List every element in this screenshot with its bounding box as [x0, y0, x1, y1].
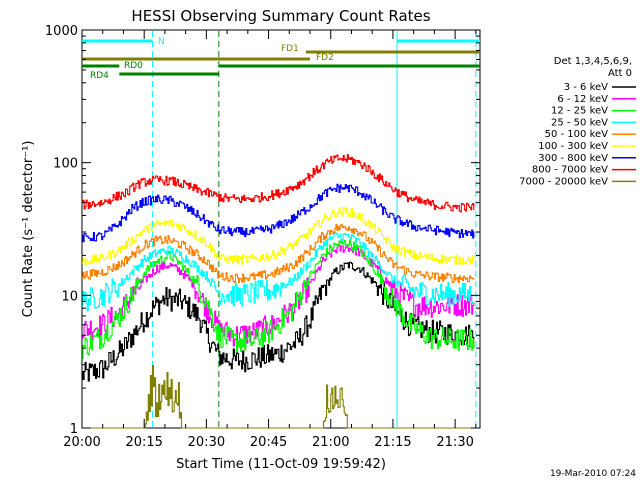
y-tick-label-1000: 1000 — [45, 24, 78, 39]
x-axis-label: Start Time (11-Oct-09 19:59:42) — [176, 457, 386, 472]
series-line-3-6-kev — [82, 261, 475, 382]
bar-label-rd0: RD0 — [124, 61, 143, 71]
y-tick-label-10: 10 — [61, 289, 78, 304]
bar-label-fd2: FD2 — [316, 53, 334, 63]
series-line-800-7000-kev — [82, 154, 475, 213]
legend-label-50-100-kev: 50 - 100 keV — [545, 129, 609, 140]
x-tick-label-20-45: 20:45 — [250, 435, 287, 450]
y-tick-label-1: 1 — [70, 422, 78, 437]
attenuator-bars: N FD1 FD2 RD0 RD4 — [82, 37, 480, 81]
legend-label-800-7000-kev: 800 - 7000 keV — [532, 165, 608, 176]
x-tick-label-21-30: 21:30 — [436, 435, 473, 450]
series-line-100-300-kev — [82, 206, 475, 266]
footer-timestamp: 19-Mar-2010 07:24 — [550, 469, 636, 479]
chart-title: HESSI Observing Summary Count Rates — [131, 7, 430, 25]
series-line-12-25-kev — [82, 239, 475, 360]
legend-label-3-6-kev: 3 - 6 keV — [564, 82, 608, 93]
legend-label-7000-20000-kev: 7000 - 20000 keV — [519, 176, 608, 187]
bar-label-fd1: FD1 — [281, 44, 299, 54]
y-axis: 1 10 100 1000 — [45, 24, 480, 437]
bar-label-rd4: RD4 — [90, 71, 109, 81]
series-layer — [82, 154, 475, 429]
x-axis: 20:00 20:15 20:30 20:45 21:00 21:15 21:30 — [63, 30, 477, 450]
series-line-300-800-kev — [82, 183, 475, 243]
y-tick-label-100: 100 — [53, 157, 78, 172]
x-tick-label-20-30: 20:30 — [188, 435, 225, 450]
x-tick-label-20-00: 20:00 — [63, 435, 100, 450]
legend-header-1: Att 0 — [608, 68, 632, 79]
legend-label-12-25-kev: 12 - 25 keV — [551, 106, 608, 117]
x-tick-label-20-15: 20:15 — [125, 435, 162, 450]
x-tick-label-21-15: 21:15 — [374, 435, 411, 450]
series-line-6-12-kev — [82, 244, 475, 347]
x-tick-label-21-00: 21:00 — [312, 435, 349, 450]
series-line-50-100-kev — [82, 223, 475, 284]
legend-label-25-50-kev: 25 - 50 keV — [551, 117, 608, 128]
legend-header-0: Det 1,3,4,5,6,9, — [554, 56, 632, 67]
series-line-25-50-kev — [82, 231, 475, 312]
bar-label-n: N — [158, 37, 165, 47]
legend-label-300-800-kev: 300 - 800 keV — [538, 153, 608, 164]
series-line-7000-20000-kev — [82, 364, 474, 429]
legend-label-6-12-kev: 6 - 12 keV — [557, 94, 608, 105]
legend-label-100-300-kev: 100 - 300 keV — [538, 141, 608, 152]
y-axis-label: Count Rate (s⁻¹ detector⁻¹) — [21, 141, 36, 318]
vertical-markers — [151, 31, 477, 427]
